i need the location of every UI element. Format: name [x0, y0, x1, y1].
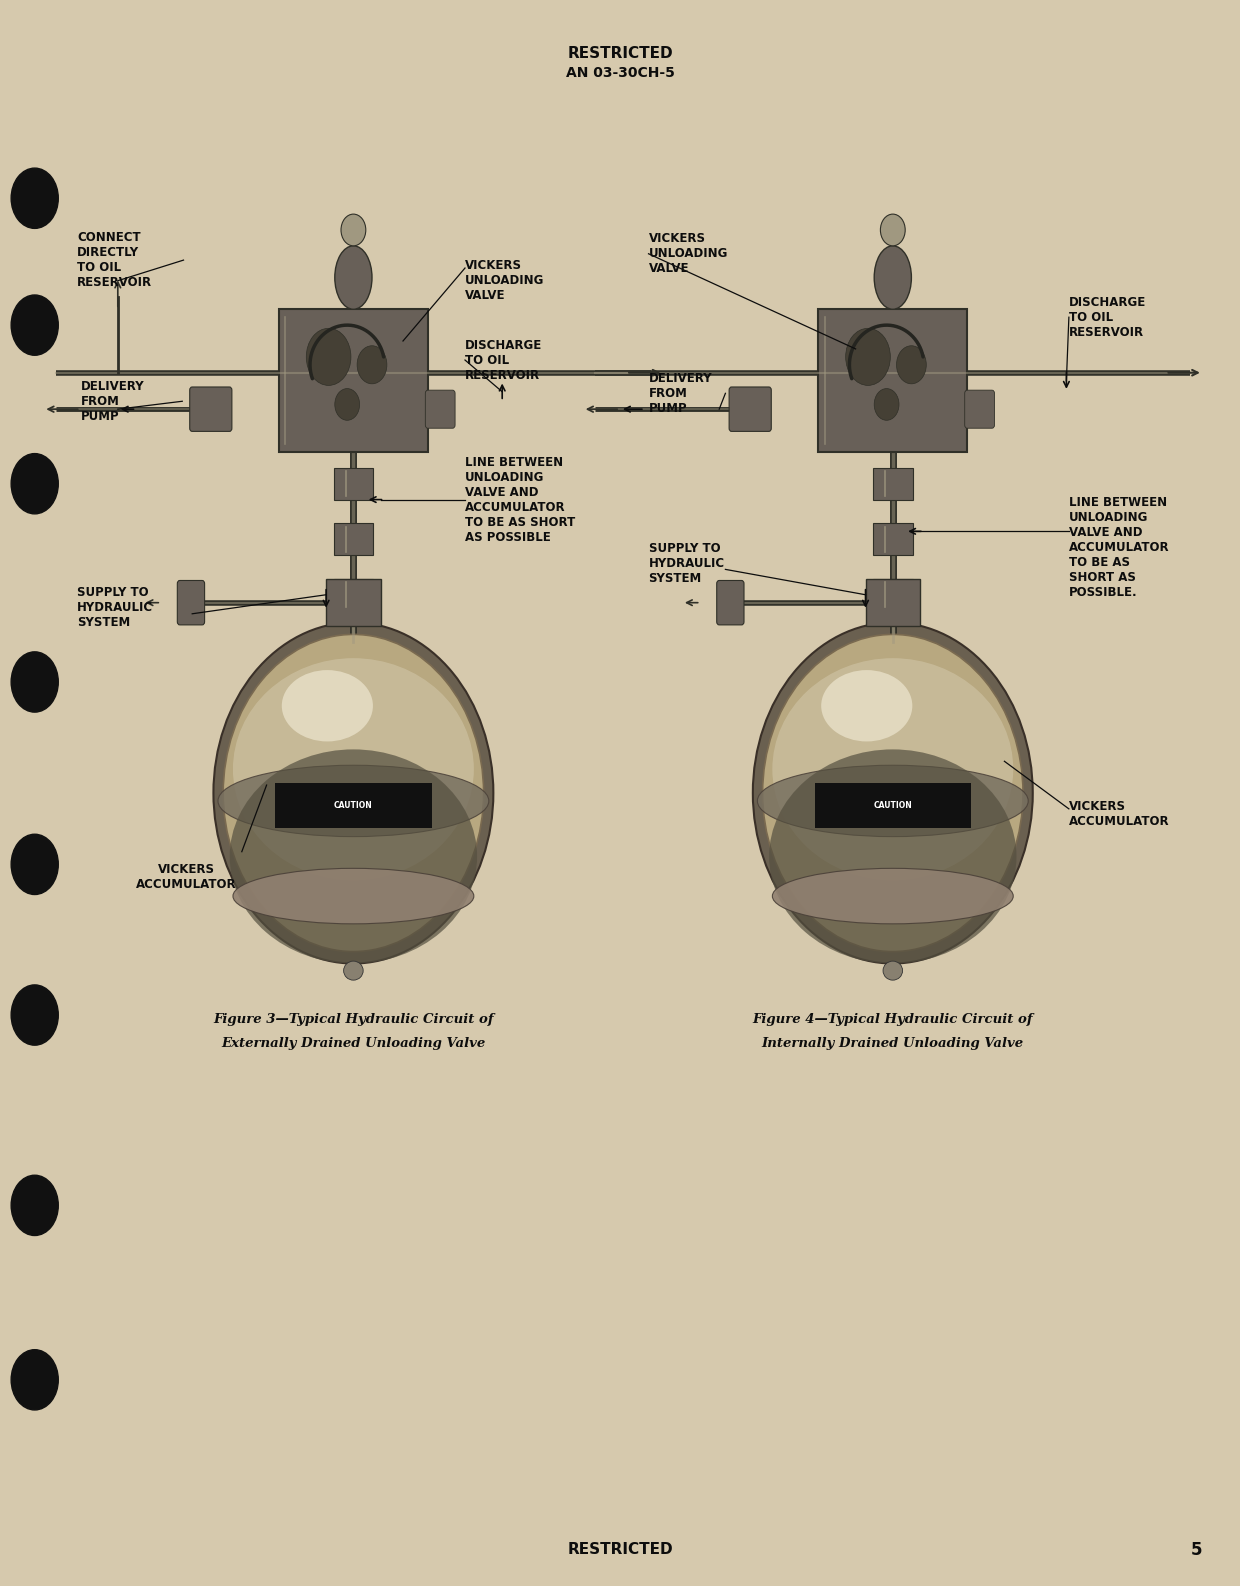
Text: Internally Drained Unloading Valve: Internally Drained Unloading Valve: [761, 1037, 1024, 1050]
Ellipse shape: [753, 622, 1033, 963]
FancyBboxPatch shape: [873, 412, 913, 444]
Circle shape: [897, 346, 926, 384]
FancyBboxPatch shape: [275, 783, 432, 828]
Ellipse shape: [343, 961, 363, 980]
FancyBboxPatch shape: [866, 579, 920, 626]
Text: DELIVERY
FROM
PUMP: DELIVERY FROM PUMP: [81, 379, 144, 423]
Text: LINE BETWEEN
UNLOADING
VALVE AND
ACCUMULATOR
TO BE AS
SHORT AS
POSSIBLE.: LINE BETWEEN UNLOADING VALVE AND ACCUMUL…: [1069, 496, 1169, 598]
FancyBboxPatch shape: [873, 523, 913, 555]
Text: DISCHARGE
TO OIL
RESERVOIR: DISCHARGE TO OIL RESERVOIR: [1069, 295, 1146, 339]
Circle shape: [11, 295, 58, 355]
FancyBboxPatch shape: [873, 579, 913, 611]
Ellipse shape: [213, 622, 494, 963]
Circle shape: [846, 328, 890, 385]
Ellipse shape: [233, 658, 474, 880]
Circle shape: [11, 834, 58, 895]
FancyBboxPatch shape: [190, 387, 232, 431]
Ellipse shape: [758, 766, 1028, 837]
Circle shape: [11, 454, 58, 514]
FancyBboxPatch shape: [326, 579, 381, 626]
FancyBboxPatch shape: [815, 783, 971, 828]
Ellipse shape: [821, 669, 913, 741]
Text: CAUTION: CAUTION: [334, 801, 373, 810]
Text: SUPPLY TO
HYDRAULIC
SYSTEM: SUPPLY TO HYDRAULIC SYSTEM: [649, 541, 724, 585]
FancyBboxPatch shape: [818, 309, 967, 452]
FancyBboxPatch shape: [334, 523, 373, 555]
Ellipse shape: [769, 750, 1017, 964]
Ellipse shape: [233, 869, 474, 923]
Circle shape: [11, 985, 58, 1045]
Circle shape: [11, 1350, 58, 1410]
FancyBboxPatch shape: [334, 579, 373, 611]
FancyBboxPatch shape: [965, 390, 994, 428]
Circle shape: [11, 168, 58, 228]
Text: Externally Drained Unloading Valve: Externally Drained Unloading Valve: [221, 1037, 486, 1050]
Text: 5: 5: [1190, 1540, 1203, 1559]
Ellipse shape: [218, 766, 489, 837]
Text: VICKERS
UNLOADING
VALVE: VICKERS UNLOADING VALVE: [465, 259, 544, 303]
Ellipse shape: [773, 869, 1013, 923]
FancyBboxPatch shape: [873, 468, 913, 500]
FancyBboxPatch shape: [334, 412, 373, 444]
Ellipse shape: [763, 634, 1023, 952]
Ellipse shape: [335, 246, 372, 309]
Circle shape: [357, 346, 387, 384]
Circle shape: [306, 328, 351, 385]
Text: RESTRICTED: RESTRICTED: [567, 1542, 673, 1557]
Text: CONNECT
DIRECTLY
TO OIL
RESERVOIR: CONNECT DIRECTLY TO OIL RESERVOIR: [77, 232, 153, 289]
Ellipse shape: [229, 750, 477, 964]
Text: Figure 4—Typical Hydraulic Circuit of: Figure 4—Typical Hydraulic Circuit of: [753, 1013, 1033, 1026]
FancyBboxPatch shape: [177, 580, 205, 625]
Text: AN 03-30CH-5: AN 03-30CH-5: [565, 67, 675, 79]
Text: LINE BETWEEN
UNLOADING
VALVE AND
ACCUMULATOR
TO BE AS SHORT
AS POSSIBLE: LINE BETWEEN UNLOADING VALVE AND ACCUMUL…: [465, 455, 575, 544]
Text: SUPPLY TO
HYDRAULIC
SYSTEM: SUPPLY TO HYDRAULIC SYSTEM: [77, 585, 153, 630]
Text: Figure 3—Typical Hydraulic Circuit of: Figure 3—Typical Hydraulic Circuit of: [213, 1013, 494, 1026]
Text: CAUTION: CAUTION: [873, 801, 913, 810]
Circle shape: [335, 389, 360, 420]
FancyBboxPatch shape: [279, 309, 428, 452]
Ellipse shape: [880, 214, 905, 246]
Circle shape: [11, 652, 58, 712]
FancyBboxPatch shape: [729, 387, 771, 431]
Ellipse shape: [223, 634, 484, 952]
FancyBboxPatch shape: [334, 468, 373, 500]
Ellipse shape: [341, 214, 366, 246]
FancyBboxPatch shape: [717, 580, 744, 625]
Text: DISCHARGE
TO OIL
RESERVOIR: DISCHARGE TO OIL RESERVOIR: [465, 338, 542, 382]
Text: VICKERS
UNLOADING
VALVE: VICKERS UNLOADING VALVE: [649, 232, 728, 276]
Ellipse shape: [883, 961, 903, 980]
Ellipse shape: [773, 658, 1013, 880]
FancyBboxPatch shape: [425, 390, 455, 428]
Ellipse shape: [874, 246, 911, 309]
Text: RESTRICTED: RESTRICTED: [567, 46, 673, 62]
Ellipse shape: [281, 669, 373, 741]
Text: VICKERS
ACCUMULATOR: VICKERS ACCUMULATOR: [1069, 799, 1169, 828]
Circle shape: [874, 389, 899, 420]
Text: DELIVERY
FROM
PUMP: DELIVERY FROM PUMP: [649, 371, 712, 416]
Circle shape: [11, 1175, 58, 1235]
Text: VICKERS
ACCUMULATOR: VICKERS ACCUMULATOR: [135, 863, 237, 891]
